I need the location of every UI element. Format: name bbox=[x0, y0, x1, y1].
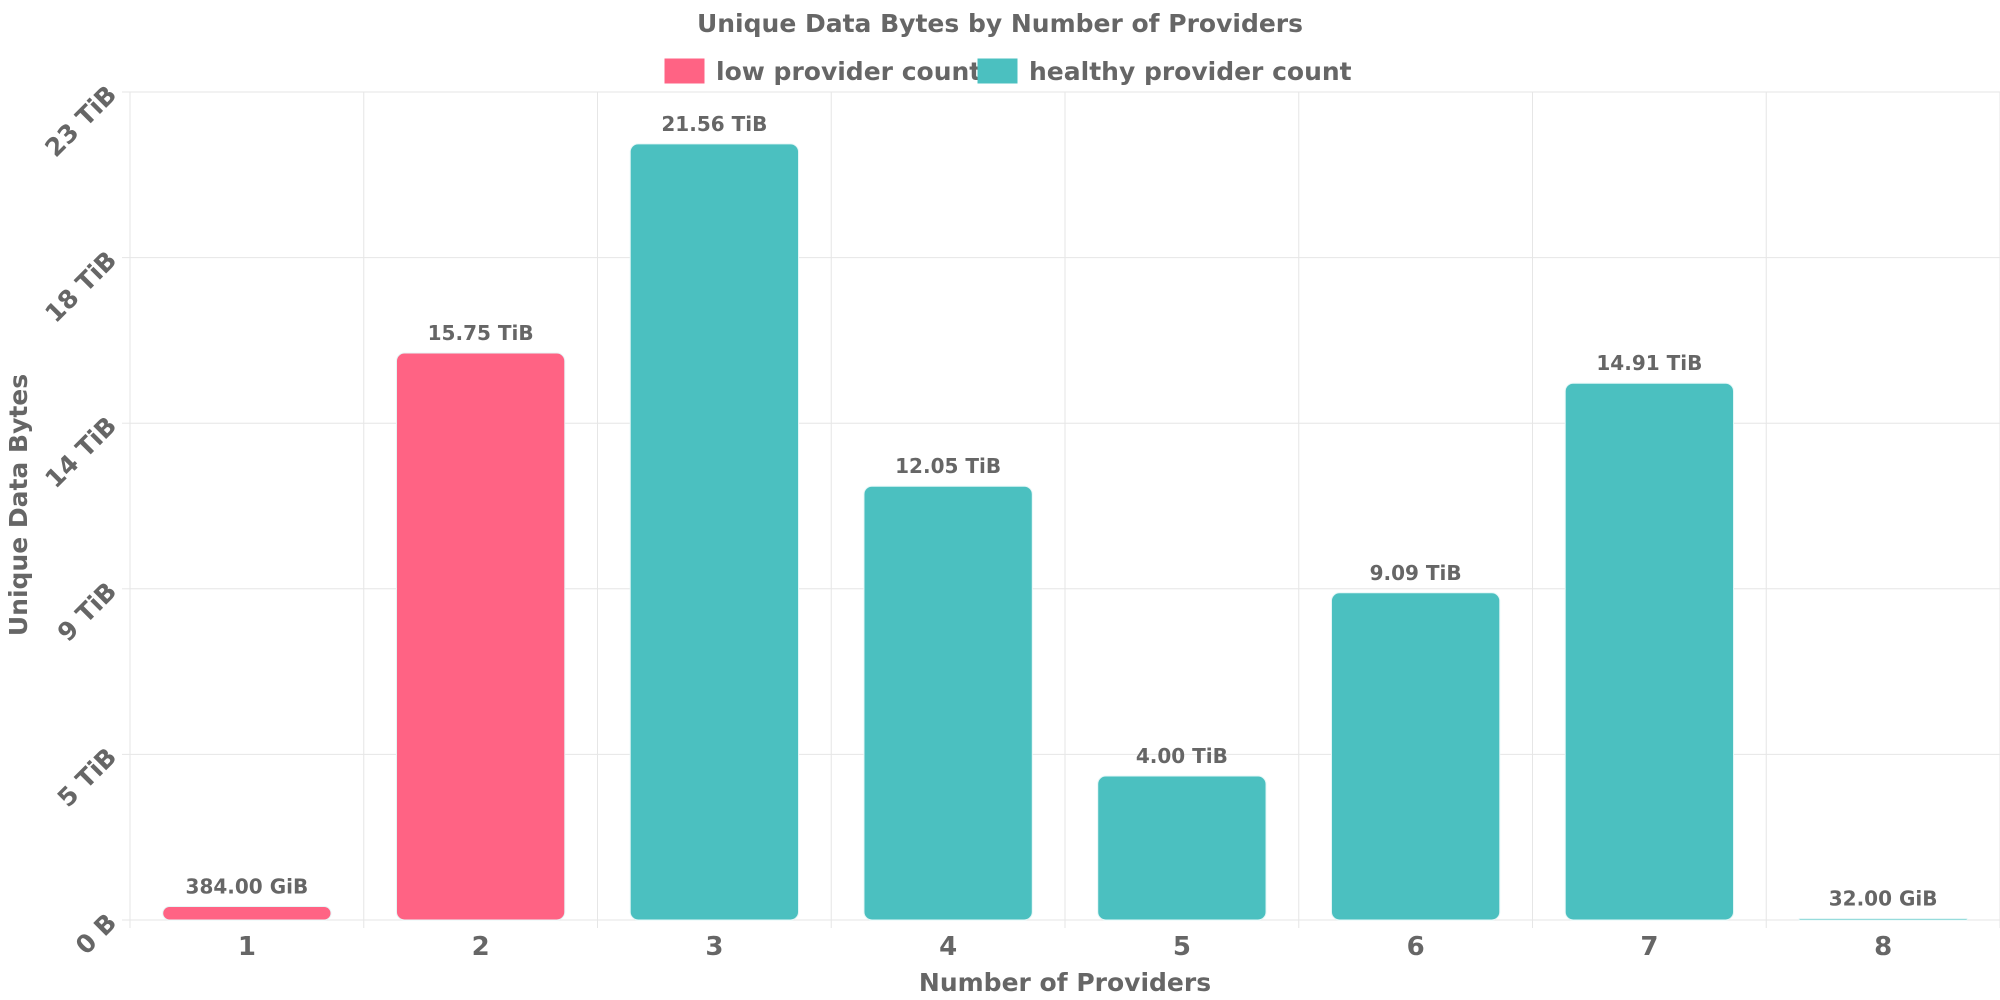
bar-1[interactable] bbox=[162, 906, 332, 921]
x-tick-label: 3 bbox=[705, 932, 723, 962]
x-tick-label: 8 bbox=[1874, 932, 1892, 962]
bar-3[interactable] bbox=[629, 143, 800, 921]
data-label-7: 14.91 TiB bbox=[1596, 351, 1702, 375]
x-tick-label: 2 bbox=[472, 932, 490, 962]
data-label-2: 15.75 TiB bbox=[428, 321, 534, 345]
data-label-5: 4.00 TiB bbox=[1136, 744, 1228, 768]
bar-5[interactable] bbox=[1097, 775, 1267, 921]
legend-item-healthy-provider-count[interactable]: healthy provider count bbox=[977, 57, 1352, 86]
bar-7[interactable] bbox=[1564, 382, 1735, 921]
data-label-4: 12.05 TiB bbox=[895, 454, 1001, 478]
data-label-3: 21.56 TiB bbox=[661, 112, 767, 136]
bar-6[interactable] bbox=[1330, 592, 1501, 921]
y-tick-label: 14 TiB bbox=[39, 411, 122, 494]
data-label-8: 32.00 GiB bbox=[1829, 887, 1938, 911]
data-label-1: 384.00 GiB bbox=[186, 875, 309, 899]
chart-title: Unique Data Bytes by Number of Providers bbox=[697, 9, 1303, 38]
y-tick-label: 0 B bbox=[70, 908, 122, 960]
y-tick-label: 5 TiB bbox=[52, 742, 123, 813]
x-tick-label: 7 bbox=[1640, 932, 1658, 962]
x-tick-label: 1 bbox=[238, 932, 256, 962]
legend-label-low-provider-count: low provider count bbox=[716, 57, 981, 86]
x-tick-label: 6 bbox=[1407, 932, 1425, 962]
legend-swatch-low-provider-count bbox=[664, 58, 705, 84]
x-tick-label: 4 bbox=[939, 932, 957, 962]
y-tick-label: 23 TiB bbox=[39, 80, 122, 163]
y-axis-ticks: 0 B 5 TiB 9 TiB 14 TiB 18 TiB 23 TiB bbox=[39, 80, 122, 960]
y-tick-label: 9 TiB bbox=[52, 577, 123, 648]
bar-8[interactable] bbox=[1798, 918, 1968, 921]
x-tick-label: 5 bbox=[1173, 932, 1191, 962]
legend-swatch-healthy-provider-count bbox=[977, 58, 1018, 84]
legend-item-low-provider-count[interactable]: low provider count bbox=[664, 57, 981, 86]
bar-4[interactable] bbox=[863, 485, 1033, 921]
x-axis-ticks: 1 2 3 4 5 6 7 8 bbox=[238, 932, 1892, 962]
x-axis-title: Number of Providers bbox=[919, 968, 1211, 997]
y-axis-title: Unique Data Bytes bbox=[4, 374, 33, 636]
bars bbox=[162, 143, 1968, 921]
data-label-6: 9.09 TiB bbox=[1370, 561, 1462, 585]
bar-2[interactable] bbox=[395, 352, 566, 921]
y-tick-label: 18 TiB bbox=[39, 245, 122, 328]
legend: low provider count healthy provider coun… bbox=[664, 57, 1352, 86]
data-labels: 384.00 GiB 15.75 TiB 21.56 TiB 12.05 TiB 4.0… bbox=[186, 112, 1938, 911]
legend-label-healthy-provider-count: healthy provider count bbox=[1029, 57, 1352, 86]
